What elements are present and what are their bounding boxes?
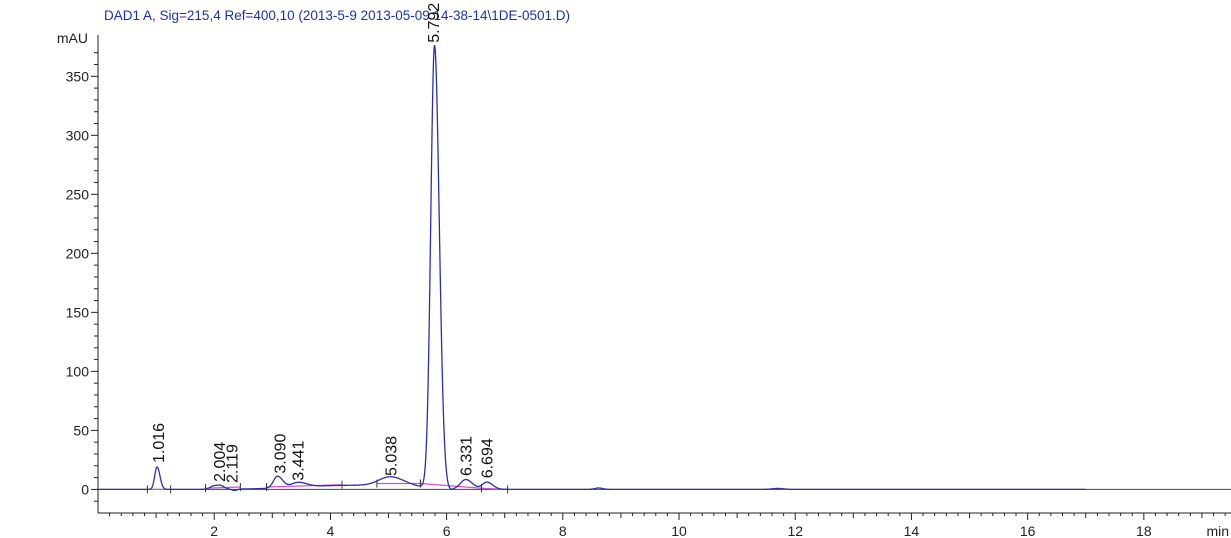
x-tick-label: 18: [1136, 523, 1152, 538]
y-tick-label: 0: [81, 481, 89, 497]
x-tick-label: 12: [787, 523, 803, 538]
peak-retention-label: 5.038: [384, 436, 401, 476]
x-tick-label: 4: [327, 523, 335, 538]
y-tick-label: 50: [73, 422, 89, 438]
y-tick-label: 300: [66, 127, 90, 143]
integration-baselines: [147, 479, 507, 493]
signal-trace: [98, 46, 1085, 491]
peak-retention-label: 6.694: [480, 438, 497, 478]
peak-retention-label: 6.331: [459, 436, 476, 476]
baseline-segment: [420, 483, 481, 488]
peak-retention-label: 2.119: [224, 444, 241, 483]
y-tick-label: 100: [66, 363, 90, 379]
x-tick-label: 6: [443, 523, 451, 538]
y-tick-label: 150: [66, 304, 90, 320]
x-tick-label: 14: [904, 523, 920, 538]
peak-retention-label: 1.016: [151, 423, 168, 463]
x-tick-label: 2: [210, 523, 218, 538]
y-tick-label: 250: [66, 186, 90, 202]
peak-retention-label: 5.792: [426, 3, 443, 43]
x-axis-unit-label: min: [1206, 523, 1229, 538]
y-tick-label: 200: [66, 245, 90, 261]
y-tick-label: 350: [66, 68, 90, 84]
y-axis-unit-label: mAU: [57, 30, 88, 46]
peak-retention-label: 3.090: [273, 433, 290, 473]
peak-retention-label: 3.441: [291, 441, 308, 481]
x-tick-label: 10: [671, 523, 687, 538]
x-tick-label: 8: [559, 523, 567, 538]
x-tick-label: 16: [1020, 523, 1036, 538]
